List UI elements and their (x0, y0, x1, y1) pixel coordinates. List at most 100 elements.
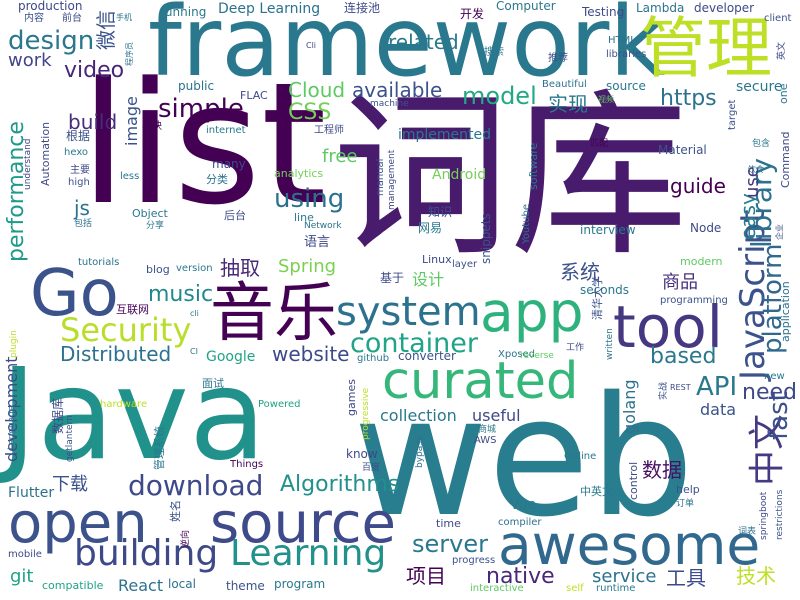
word-blog: blog (146, 263, 170, 276)
word-compiler: compiler (498, 517, 542, 528)
word-shujuku: 数据库 (51, 397, 65, 434)
word-need: need (742, 380, 797, 405)
word-converter: converter (398, 349, 456, 363)
word-service: service (592, 566, 657, 587)
word-local: local (168, 577, 196, 591)
word-line: line (294, 211, 314, 224)
word-simple: simple (158, 94, 244, 124)
word-one: one (777, 83, 790, 104)
word-interactive: interactive (470, 583, 524, 594)
word-css: CSS (288, 100, 332, 125)
word-qiantai: 前台 (62, 13, 82, 24)
word-source-small: source (606, 79, 646, 93)
word-system: system (336, 289, 481, 335)
word-mokuai: 模块 (142, 121, 162, 132)
word-git: git (10, 566, 34, 587)
word-native: native (486, 564, 555, 589)
word-aws: AWS (474, 435, 497, 446)
word-implemented: implemented (398, 127, 492, 143)
word-chengxuyuan: 程序员 (125, 42, 134, 66)
word-nixiang: 逆向 (181, 529, 191, 548)
word-gongzuo: 工作 (566, 343, 585, 353)
word-based: based (650, 344, 717, 369)
word-getlantern: getlantern (65, 415, 75, 462)
word-build: build (68, 110, 118, 134)
word-android: Android (432, 167, 487, 183)
word-secure: secure (736, 79, 783, 95)
word-easy: easy (736, 193, 760, 240)
word-tool: tool (613, 293, 723, 361)
word-collection: collection (380, 406, 457, 425)
word-progressive: progressive (361, 387, 371, 440)
word-hexo: hexo (64, 147, 89, 158)
word-pipei: 匹配 (590, 139, 609, 149)
word-flac: FLAC (240, 89, 268, 102)
word-material: Material (658, 143, 707, 157)
word-sousuo: 搜索 (484, 47, 504, 58)
word-wangyi: 网易 (418, 221, 443, 235)
word-yinyue: 音乐 (210, 277, 338, 351)
word-computer: Computer (496, 0, 556, 13)
word-awesome: awesome (498, 513, 761, 577)
word-object: Object (132, 207, 168, 220)
word-work: work (8, 50, 52, 71)
word-developer: developer (694, 1, 755, 15)
word-springboot: springboot (759, 491, 769, 540)
word-cli: cli (190, 309, 199, 318)
word-tuijian: 推荐 (548, 53, 568, 64)
word-dingdan: 订单 (676, 499, 695, 509)
word-command: Command (779, 131, 792, 188)
word-sheji: 设计 (412, 270, 445, 289)
word-useful: useful (472, 406, 521, 425)
word-ci: CI (190, 347, 198, 356)
word-flutter: Flutter (8, 485, 55, 501)
word-framework: framework (148, 0, 665, 98)
word-yingwen: 英文 (777, 41, 787, 60)
word-beautiful: Beautiful (542, 79, 587, 90)
word-go: Go (30, 257, 119, 331)
word-time: time (436, 517, 461, 530)
word-vue: Vue (510, 497, 537, 513)
word-xiazai: 下载 (52, 474, 88, 495)
word-chouqu: 抽取 (220, 256, 260, 280)
word-golang: golang (620, 379, 639, 435)
word-analytics: analytics (274, 167, 324, 180)
word-guanli: 管理 (640, 10, 772, 87)
word-things: Things (230, 459, 264, 470)
word-cloud: Cloud (288, 78, 346, 102)
word-design: design (8, 26, 95, 56)
word-automation: Automation (39, 121, 52, 186)
word-shixian: 实现 (548, 92, 588, 116)
word-source: source (210, 491, 396, 556)
word-youtube: Youtube (521, 204, 532, 244)
word-lambda: Lambda (636, 1, 685, 15)
word-cli-upper: Cli (306, 41, 317, 50)
word-app: app (480, 280, 584, 344)
word-free: free (322, 146, 358, 167)
word-games: games (345, 379, 358, 416)
word-public: public (178, 79, 215, 93)
word-image: image (122, 96, 141, 146)
word-new: new (764, 371, 785, 382)
word-management: management (387, 149, 397, 210)
word-manual: manual (375, 158, 386, 196)
word-google: Google (206, 349, 256, 365)
word-jishu: 技术 (736, 564, 776, 588)
word-powered: Powered (258, 399, 301, 410)
word-modern: modern (680, 255, 723, 268)
word-list: list (80, 46, 327, 242)
word-shangpin: 商品 (662, 272, 698, 293)
word-container: container (350, 328, 478, 359)
word-website: website (272, 342, 350, 366)
word-mianshi: 面试 (202, 377, 224, 390)
word-shangcheng: 商城 (478, 425, 497, 435)
word-programming: programming (660, 295, 728, 306)
word-written: written (605, 328, 615, 360)
word-hardware: hardware (100, 399, 148, 410)
word-tutorials: tutorials (78, 257, 120, 268)
word-client: client (764, 13, 792, 24)
word-application: application (779, 281, 792, 342)
word-understand: understand (23, 138, 33, 190)
word-video: video (64, 58, 125, 83)
word-learning: Learning (230, 533, 387, 574)
